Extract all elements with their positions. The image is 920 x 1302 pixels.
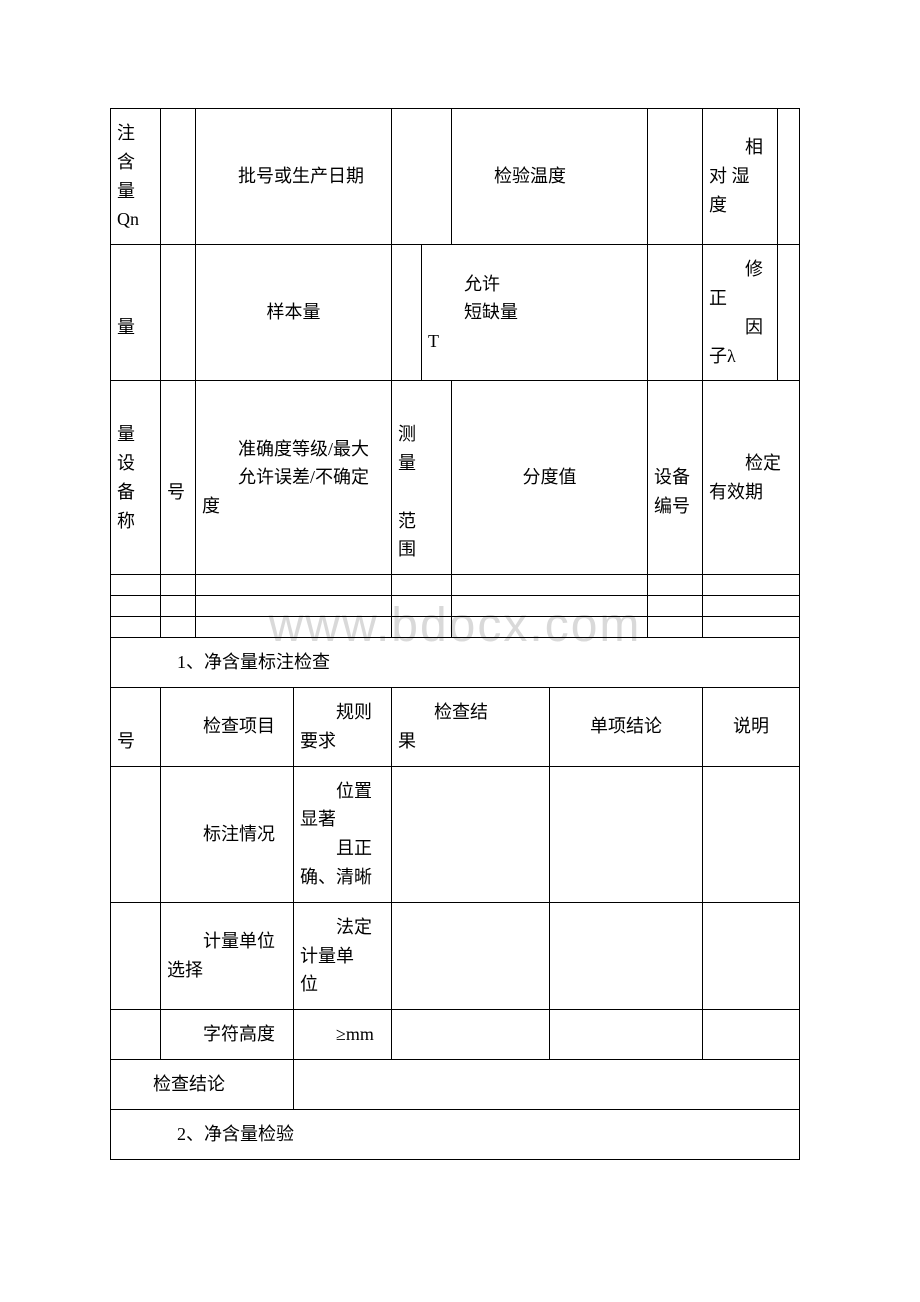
cell-label: 修正 因子λ bbox=[703, 245, 778, 381]
cell-label: 量 设 备 称 bbox=[111, 381, 161, 575]
section-header: 1、净含量标注检查 bbox=[111, 638, 800, 688]
table-row: 2、净含量检验 bbox=[111, 1109, 800, 1159]
cell-value bbox=[392, 902, 550, 1009]
cell-empty bbox=[392, 575, 452, 596]
cell-value bbox=[392, 109, 452, 245]
cell-value bbox=[703, 902, 800, 1009]
cell-header: 单项结论 bbox=[550, 687, 703, 766]
cell-label: 样本量 bbox=[196, 245, 392, 381]
cell-empty bbox=[703, 596, 800, 617]
cell-label: 允许 短缺量T bbox=[422, 245, 648, 381]
table-row: 号 检查项目 规则要求 检查结果 单项结论 说明 bbox=[111, 687, 800, 766]
cell-empty bbox=[196, 596, 392, 617]
cell-label: 法定计量单位 bbox=[294, 902, 392, 1009]
table-row bbox=[111, 575, 800, 596]
cell-empty bbox=[111, 617, 161, 638]
cell-value bbox=[392, 766, 550, 902]
cell-empty bbox=[161, 617, 196, 638]
cell-label: 批号或生产日期 bbox=[196, 109, 392, 245]
cell-value bbox=[703, 1010, 800, 1060]
cell-label: 注 含 量 Qn bbox=[111, 109, 161, 245]
cell-header: 规则要求 bbox=[294, 687, 392, 766]
table-row: 注 含 量 Qn 批号或生产日期 检验温度 相 对 湿 度 bbox=[111, 109, 800, 245]
table-row: 量 样本量 允许 短缺量T 修正 因子λ bbox=[111, 245, 800, 381]
cell-label: ≥mm bbox=[294, 1010, 392, 1060]
cell-label: 字符高度 bbox=[161, 1010, 294, 1060]
cell-value bbox=[161, 109, 196, 245]
cell-label: 位置显著 且正确、清晰 bbox=[294, 766, 392, 902]
cell-label: 测量 范围 bbox=[392, 381, 452, 575]
document-content: 注 含 量 Qn 批号或生产日期 检验温度 相 对 湿 度 量 样本量 允许 短… bbox=[110, 108, 800, 1160]
table-row: 字符高度 ≥mm bbox=[111, 1010, 800, 1060]
cell-value bbox=[111, 1010, 161, 1060]
cell-empty bbox=[648, 575, 703, 596]
cell-value bbox=[111, 902, 161, 1009]
cell-empty bbox=[161, 575, 196, 596]
cell-empty bbox=[196, 617, 392, 638]
cell-label: 检验温度 bbox=[452, 109, 648, 245]
cell-value bbox=[550, 766, 703, 902]
cell-empty bbox=[392, 596, 452, 617]
cell-label: 设备编号 bbox=[648, 381, 703, 575]
cell-label: 量 bbox=[111, 245, 161, 381]
cell-value bbox=[550, 1010, 703, 1060]
cell-label: 号 bbox=[161, 381, 196, 575]
cell-value bbox=[294, 1059, 800, 1109]
cell-value bbox=[778, 109, 800, 245]
cell-empty bbox=[648, 617, 703, 638]
cell-empty bbox=[452, 617, 648, 638]
cell-value bbox=[550, 902, 703, 1009]
cell-header: 检查项目 bbox=[161, 687, 294, 766]
cell-value bbox=[648, 109, 703, 245]
cell-label: 计量单位选择 bbox=[161, 902, 294, 1009]
cell-label: 相 对 湿 度 bbox=[703, 109, 778, 245]
table-row: 标注情况 位置显著 且正确、清晰 bbox=[111, 766, 800, 902]
main-table: 注 含 量 Qn 批号或生产日期 检验温度 相 对 湿 度 量 样本量 允许 短… bbox=[110, 108, 800, 1160]
table-row: 量 设 备 称 号 准确度等级/最大 允许误差/不确定度 测量 范围 分度值 设… bbox=[111, 381, 800, 575]
cell-empty bbox=[111, 596, 161, 617]
cell-value bbox=[392, 1010, 550, 1060]
cell-label: 分度值 bbox=[452, 381, 648, 575]
cell-empty bbox=[452, 596, 648, 617]
cell-value bbox=[392, 245, 422, 381]
cell-header: 检查结果 bbox=[392, 687, 550, 766]
cell-label: 检定有效期 bbox=[703, 381, 800, 575]
cell-value bbox=[703, 766, 800, 902]
cell-label: 准确度等级/最大 允许误差/不确定度 bbox=[196, 381, 392, 575]
cell-empty bbox=[703, 575, 800, 596]
cell-value bbox=[161, 245, 196, 381]
table-row: 计量单位选择 法定计量单位 bbox=[111, 902, 800, 1009]
cell-label: 标注情况 bbox=[161, 766, 294, 902]
table-row bbox=[111, 617, 800, 638]
cell-value bbox=[778, 245, 800, 381]
cell-label: 检查结论 bbox=[111, 1059, 294, 1109]
cell-empty bbox=[161, 596, 196, 617]
cell-empty bbox=[648, 596, 703, 617]
cell-empty bbox=[452, 575, 648, 596]
cell-empty bbox=[196, 575, 392, 596]
table-row bbox=[111, 596, 800, 617]
cell-empty bbox=[703, 617, 800, 638]
cell-header: 说明 bbox=[703, 687, 800, 766]
cell-value bbox=[648, 245, 703, 381]
cell-empty bbox=[111, 575, 161, 596]
table-row: 检查结论 bbox=[111, 1059, 800, 1109]
section-header: 2、净含量检验 bbox=[111, 1109, 800, 1159]
cell-empty bbox=[392, 617, 452, 638]
table-row: 1、净含量标注检查 bbox=[111, 638, 800, 688]
cell-value bbox=[111, 766, 161, 902]
cell-header: 号 bbox=[111, 687, 161, 766]
